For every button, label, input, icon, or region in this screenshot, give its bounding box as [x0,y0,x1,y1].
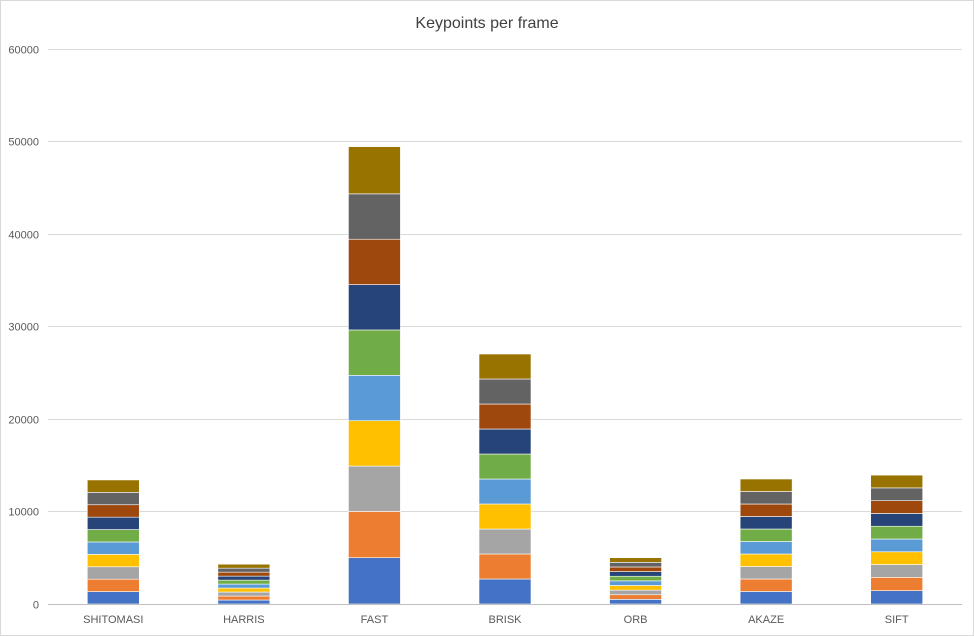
bar-segment-fast-9 [348,193,401,240]
y-tick-label: 0 [33,600,39,612]
y-tick-label: 50000 [8,137,39,149]
x-tick-label: HARRIS [223,614,265,626]
bar-segment-harris-9 [217,567,271,573]
bar-segment-brisk-8 [478,403,532,430]
x-tick-label: SHITOMASI [83,614,143,626]
bar-segment-akaze-8 [739,503,793,517]
bar-segment-akaze-5 [739,541,793,555]
bar-segment-akaze-3 [739,566,793,580]
bar-segment-brisk-4 [478,503,532,530]
bar-segment-orb-1 [609,599,662,605]
gridlines [48,49,962,512]
bar-segment-sift-8 [870,500,924,514]
bar-segment-orb-6 [609,575,662,582]
bar-segment-harris-3 [217,591,271,597]
bar-segment-akaze-4 [739,553,793,567]
bar-segment-sift-6 [870,525,924,540]
bar-segment-shitomasi-1 [86,591,140,605]
bar-segment-harris-8 [217,571,271,577]
bar-segment-fast-4 [348,420,401,467]
bar-segment-fast-1 [348,557,401,605]
bar-segment-fast-10 [348,146,401,195]
y-tick-label: 60000 [8,45,39,57]
bar-segment-harris-5 [217,583,271,589]
bar-segment-sift-5 [870,538,924,553]
bar-segment-orb-5 [609,580,662,586]
bar-segment-orb-3 [609,589,662,596]
bar-segment-harris-4 [217,587,271,593]
bar-segment-shitomasi-10 [86,479,140,493]
bar-segment-shitomasi-2 [86,578,140,592]
bar-segment-fast-3 [348,465,401,512]
bar-segment-harris-6 [217,579,271,585]
bar-segment-sift-10 [870,474,924,489]
y-tick-label: 40000 [8,230,39,242]
bar-segment-akaze-1 [739,591,793,605]
bar-segment-orb-8 [609,566,662,572]
bar-segment-brisk-6 [478,453,532,480]
bar-segment-shitomasi-5 [86,541,140,555]
bar-segment-sift-3 [870,564,924,578]
bar-segment-orb-2 [609,594,662,600]
chart-title: Keypoints per frame [415,15,558,32]
bar-segment-akaze-6 [739,528,793,542]
x-tick-label: SIFT [885,614,909,626]
bar-segment-brisk-2 [478,553,532,580]
bar-segment-shitomasi-4 [86,554,140,568]
bar-segment-orb-7 [609,571,662,577]
bar-segment-harris-10 [217,563,271,569]
bar-segment-fast-6 [348,329,401,376]
x-axis-tick-labels: SHITOMASI HARRIS FAST BRISK ORB AKAZE SIFT [83,614,909,626]
bar-segment-fast-5 [348,375,401,421]
bar-segment-shitomasi-3 [86,566,140,580]
bar-segment-akaze-10 [739,478,793,492]
bar-segment-fast-7 [348,284,401,331]
bar-segment-brisk-5 [478,478,532,505]
y-tick-label: 30000 [8,322,39,334]
x-tick-label: AKAZE [748,614,784,626]
bar-segment-harris-7 [217,575,271,581]
bar-segment-shitomasi-7 [86,516,140,530]
bar-segment-shitomasi-9 [86,492,140,506]
bar-segment-akaze-2 [739,578,793,592]
x-tick-label: BRISK [488,614,522,626]
bar-segment-akaze-7 [739,516,793,530]
bar-segment-brisk-9 [478,378,532,405]
y-tick-label: 10000 [8,507,39,519]
bar-segment-orb-4 [609,585,662,591]
x-tick-label: ORB [624,614,648,626]
bar-segment-shitomasi-8 [86,504,140,518]
y-tick-label: 20000 [8,415,39,427]
bar-segment-sift-4 [870,551,924,565]
bar-segment-harris-2 [217,595,271,601]
bar-segment-brisk-10 [478,353,532,380]
bar-segment-brisk-7 [478,428,532,455]
bar-segment-harris-1 [217,599,271,605]
bar-segment-brisk-1 [478,578,532,605]
y-axis-tick-labels: 0 10000 20000 30000 40000 50000 60000 [8,45,39,612]
bar-segment-brisk-3 [478,528,532,555]
bar-segment-shitomasi-6 [86,529,140,543]
bar-segment-fast-2 [348,511,401,559]
bar-segment-sift-9 [870,487,924,501]
bars [86,146,924,605]
bar-segment-orb-10 [609,557,662,563]
bar-segment-akaze-9 [739,491,793,505]
x-tick-label: FAST [361,614,389,626]
bar-segment-fast-8 [348,238,401,285]
bar-segment-sift-2 [870,577,924,591]
bar-segment-orb-9 [609,562,662,568]
bar-segment-sift-1 [870,590,924,605]
bar-segment-sift-7 [870,513,924,527]
